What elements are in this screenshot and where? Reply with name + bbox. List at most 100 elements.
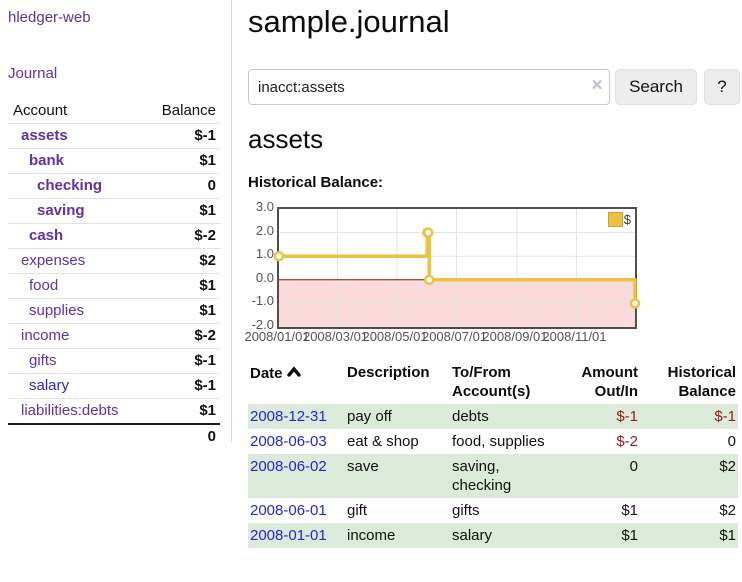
account-link-food[interactable]: food [29, 277, 59, 294]
account-balance: $-1 [194, 377, 216, 394]
table-row: 2008-12-31 pay off debts $-1 $-1 [248, 404, 738, 429]
transaction-description: income [347, 527, 396, 544]
account-balance: $-1 [194, 352, 216, 369]
transaction-description: pay off [347, 408, 392, 425]
table-row: 2008-06-02 save saving, checking 0 $2 [248, 454, 738, 498]
historical-balance-chart: $ 3.0 2.0 1.0 0.0 -1.0 -2.0 2008/01/01 2008/03/… [244, 198, 742, 346]
transaction-balance: 0 [727, 433, 736, 450]
transaction-accounts: salary [452, 527, 493, 544]
sidebar-item-journal[interactable]: Journal [8, 65, 58, 82]
transaction-balance: $1 [719, 527, 736, 544]
account-link-liabilities-debts[interactable]: liabilities:debts [21, 402, 119, 419]
account-row: checking 0 [8, 173, 220, 199]
account-balance: $1 [199, 202, 216, 219]
account-row: gifts $-1 [8, 348, 220, 374]
y-axis-tick-label: 0.0 [255, 269, 274, 285]
accounts-table: Account Balance assets $-1 bank $1 checking 0… [8, 99, 220, 449]
register-table: Date Description To/From Account(s) Amou… [248, 360, 738, 548]
account-balance: 0 [207, 177, 216, 194]
account-heading: assets [248, 124, 324, 154]
account-link-bank[interactable]: bank [29, 152, 65, 169]
account-row: expenses $2 [8, 248, 220, 274]
help-button[interactable]: ? [704, 69, 740, 105]
account-link-assets[interactable]: assets [21, 127, 68, 144]
page-title: sample.journal [248, 4, 450, 39]
transaction-balance: $2 [719, 502, 736, 519]
y-axis-tick-label: 2.0 [255, 222, 274, 238]
accounts-header-row: Account Balance [8, 99, 220, 124]
transaction-amount: $1 [621, 502, 638, 519]
account-row: food $1 [8, 273, 220, 299]
transaction-accounts: gifts [452, 502, 480, 519]
legend-swatch-icon [607, 212, 623, 227]
transaction-date-link[interactable]: 2008-06-02 [250, 458, 327, 475]
transaction-date-link[interactable]: 2008-01-01 [250, 527, 327, 544]
register-header-balance: Historical Balance [667, 364, 736, 400]
data-point-marker[interactable] [629, 298, 641, 309]
accounts-total-row: 0 [8, 424, 220, 449]
account-row: salary $-1 [8, 373, 220, 399]
account-balance: $1 [199, 277, 216, 294]
account-balance: $1 [199, 152, 216, 169]
register-header-description: Description [347, 364, 430, 381]
y-axis-tick-label: -1.0 [251, 293, 274, 309]
accounts-header-balance: Balance [161, 102, 216, 119]
transaction-date-link[interactable]: 2008-06-03 [250, 433, 327, 450]
account-link-income[interactable]: income [21, 327, 70, 344]
transaction-date-link[interactable]: 2008-06-01 [250, 502, 327, 519]
table-row: 2008-01-01 income salary $1 $1 [248, 523, 738, 548]
transaction-accounts: saving, checking [452, 458, 512, 494]
register-header-amount: Amount Out/In [581, 364, 638, 400]
data-point-marker[interactable] [422, 227, 434, 238]
account-row: bank $1 [8, 148, 220, 174]
x-axis-tick-label: 2008/07/01 [421, 329, 488, 344]
accounts-header-account: Account [13, 102, 68, 119]
search-button[interactable]: Search [615, 69, 697, 105]
transaction-balance: $-1 [714, 408, 736, 425]
main-content: sample.journal × Search ? assets Histori… [244, 0, 742, 548]
account-link-gifts[interactable]: gifts [29, 352, 57, 369]
account-balance: $-2 [194, 327, 216, 344]
register-header-account: To/From Account(s) [452, 364, 531, 400]
data-point-marker[interactable] [273, 250, 285, 262]
transaction-amount: $1 [621, 527, 638, 544]
account-link-salary[interactable]: salary [29, 377, 70, 394]
table-row: 2008-06-01 gift gifts $1 $2 [248, 498, 738, 523]
chart-title: Historical Balance: [248, 174, 384, 191]
transaction-balance: $2 [719, 458, 736, 475]
transaction-amount: 0 [629, 458, 638, 475]
search-input[interactable] [248, 69, 610, 105]
y-axis-tick-label: 1.0 [255, 246, 274, 262]
transaction-description: gift [347, 502, 368, 519]
transaction-date-link[interactable]: 2008-12-31 [250, 408, 327, 425]
account-row: income $-2 [8, 323, 220, 349]
data-point-marker[interactable] [423, 274, 435, 286]
account-row: liabilities:debts $1 [8, 398, 220, 424]
chart-legend: $ [607, 212, 631, 227]
transaction-amount: $-1 [616, 408, 638, 425]
x-axis-tick-label: 2008/01/01 [244, 329, 310, 344]
app-title-link[interactable]: hledger-web [8, 9, 91, 26]
register-header-row: Date Description To/From Account(s) Amou… [248, 360, 738, 404]
account-balance: $2 [199, 252, 216, 269]
clear-search-icon[interactable]: × [591, 75, 603, 96]
y-axis-tick-label: 3.0 [255, 199, 274, 214]
account-balance: $-1 [194, 127, 216, 144]
account-balance: $1 [199, 402, 216, 419]
account-link-expenses[interactable]: expenses [21, 252, 86, 269]
account-link-checking[interactable]: checking [37, 177, 103, 194]
chart-plot-area[interactable]: $ [273, 207, 641, 329]
account-row: assets $-1 [8, 123, 220, 149]
register-header-date[interactable]: Date [248, 360, 345, 404]
account-balance: $-2 [194, 227, 216, 244]
transaction-accounts: debts [452, 408, 489, 425]
transaction-accounts: food, supplies [452, 433, 545, 450]
account-link-supplies[interactable]: supplies [29, 302, 85, 319]
account-row: saving $1 [8, 198, 220, 224]
account-link-cash[interactable]: cash [29, 227, 64, 244]
account-row: cash $-2 [8, 223, 220, 249]
x-axis-tick-label: 2008/09/01 [482, 329, 548, 344]
x-axis-tick-label: 2008/03/01 [302, 329, 369, 344]
account-link-saving[interactable]: saving [37, 202, 85, 219]
x-axis-tick-label: 2008/05/01 [362, 329, 428, 344]
